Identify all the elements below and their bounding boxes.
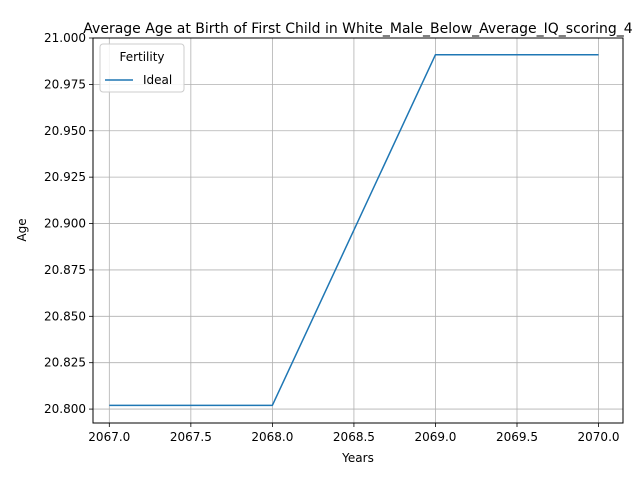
y-tick-label: 20.900 — [44, 217, 86, 231]
series-line-ideal — [109, 53, 599, 407]
x-tick-label: 2067.5 — [170, 430, 212, 444]
x-tick-label: 2067.0 — [88, 430, 130, 444]
y-tick-label: 20.925 — [44, 170, 86, 184]
x-tick-label: 2070.0 — [578, 430, 620, 444]
x-tick-label: 2068.5 — [333, 430, 375, 444]
legend-label-ideal: Ideal — [143, 73, 172, 87]
y-tick-label: 20.975 — [44, 77, 86, 91]
y-tick-label: 20.875 — [44, 263, 86, 277]
y-tick-label: 20.850 — [44, 309, 86, 323]
legend-title: Fertility — [119, 50, 164, 64]
y-tick-label: 20.950 — [44, 124, 86, 138]
y-axis-label: Age — [15, 218, 29, 241]
x-tick-label: 2069.0 — [414, 430, 456, 444]
chart-title: Average Age at Birth of First Child in W… — [83, 21, 632, 37]
plot-area-frame — [92, 37, 624, 424]
y-tick-label: 20.800 — [44, 402, 86, 416]
y-tick-label: 21.000 — [44, 31, 86, 45]
series-layer — [109, 53, 599, 407]
x-tick-label: 2068.0 — [251, 430, 293, 444]
x-axis-ticks: 2067.0 2067.5 2068.0 2068.5 2069.0 2069.5 2070… — [88, 423, 620, 444]
y-tick-label: 20.825 — [44, 356, 86, 370]
legend: Fertility Ideal — [99, 43, 185, 93]
grid-lines — [93, 37, 623, 423]
x-tick-label: 2069.5 — [496, 430, 538, 444]
x-axis-label: Years — [341, 451, 374, 465]
y-axis-ticks: 20.800 20.825 20.850 20.875 20.900 20.925 20.9… — [44, 31, 93, 416]
